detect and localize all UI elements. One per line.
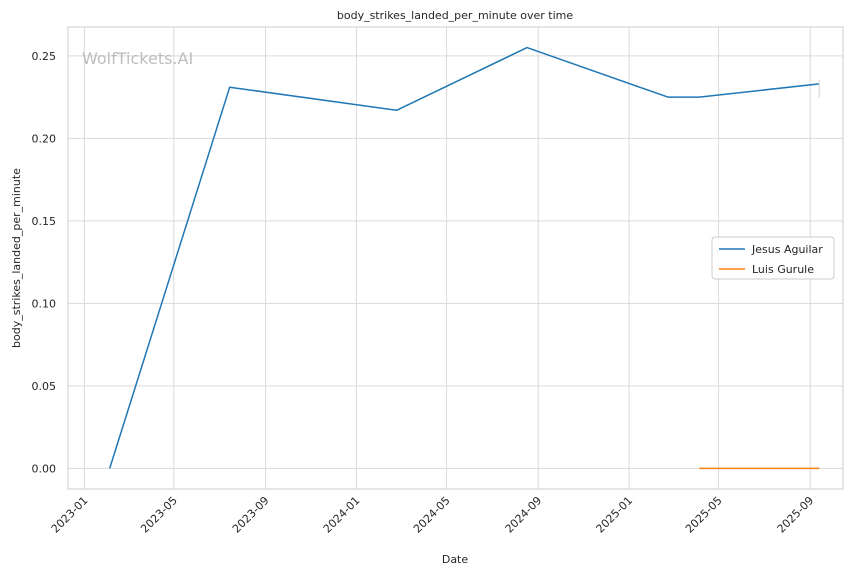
y-tick-label: 0.25 (32, 50, 57, 63)
y-tick-label: 0.05 (32, 380, 57, 393)
x-tick-label: 2024-09 (503, 494, 545, 536)
x-tick-label: 2024-05 (411, 494, 453, 536)
plot-frame (67, 26, 844, 490)
y-tick-label: 0.20 (32, 132, 57, 145)
series-lines (108, 46, 820, 470)
legend-label: Jesus Aguilar (751, 243, 823, 256)
x-tick-label: 2023-09 (230, 494, 272, 536)
y-tick-label: 0.10 (32, 297, 57, 310)
y-tick-label: 0.00 (32, 462, 57, 475)
x-tick-label: 2023-01 (49, 494, 91, 536)
legend: Jesus Aguilar Luis Gurule (711, 236, 835, 280)
x-axis-title: Date (442, 553, 469, 566)
chart-title: body_strikes_landed_per_minute over time (337, 9, 573, 22)
watermark-text: WolfTickets.AI (82, 49, 193, 68)
series-line-0 (108, 46, 820, 469)
y-axis-title: body_strikes_landed_per_minute (10, 168, 23, 348)
y-tick-label: 0.15 (32, 215, 57, 228)
x-tick-label: 2024-01 (321, 494, 363, 536)
x-tick-label: 2025-09 (775, 494, 817, 536)
legend-label: Luis Gurule (752, 263, 814, 276)
x-tick-label: 2025-01 (594, 494, 636, 536)
y-tick-labels: 0.00 0.05 0.10 0.15 0.20 0.25 (32, 50, 57, 476)
x-tick-label: 2023-05 (138, 494, 180, 536)
x-tick-labels: 2023-01 2023-05 2023-09 2024-01 2024-05 2024-… (49, 494, 817, 536)
x-tick-label: 2025-05 (683, 494, 725, 536)
